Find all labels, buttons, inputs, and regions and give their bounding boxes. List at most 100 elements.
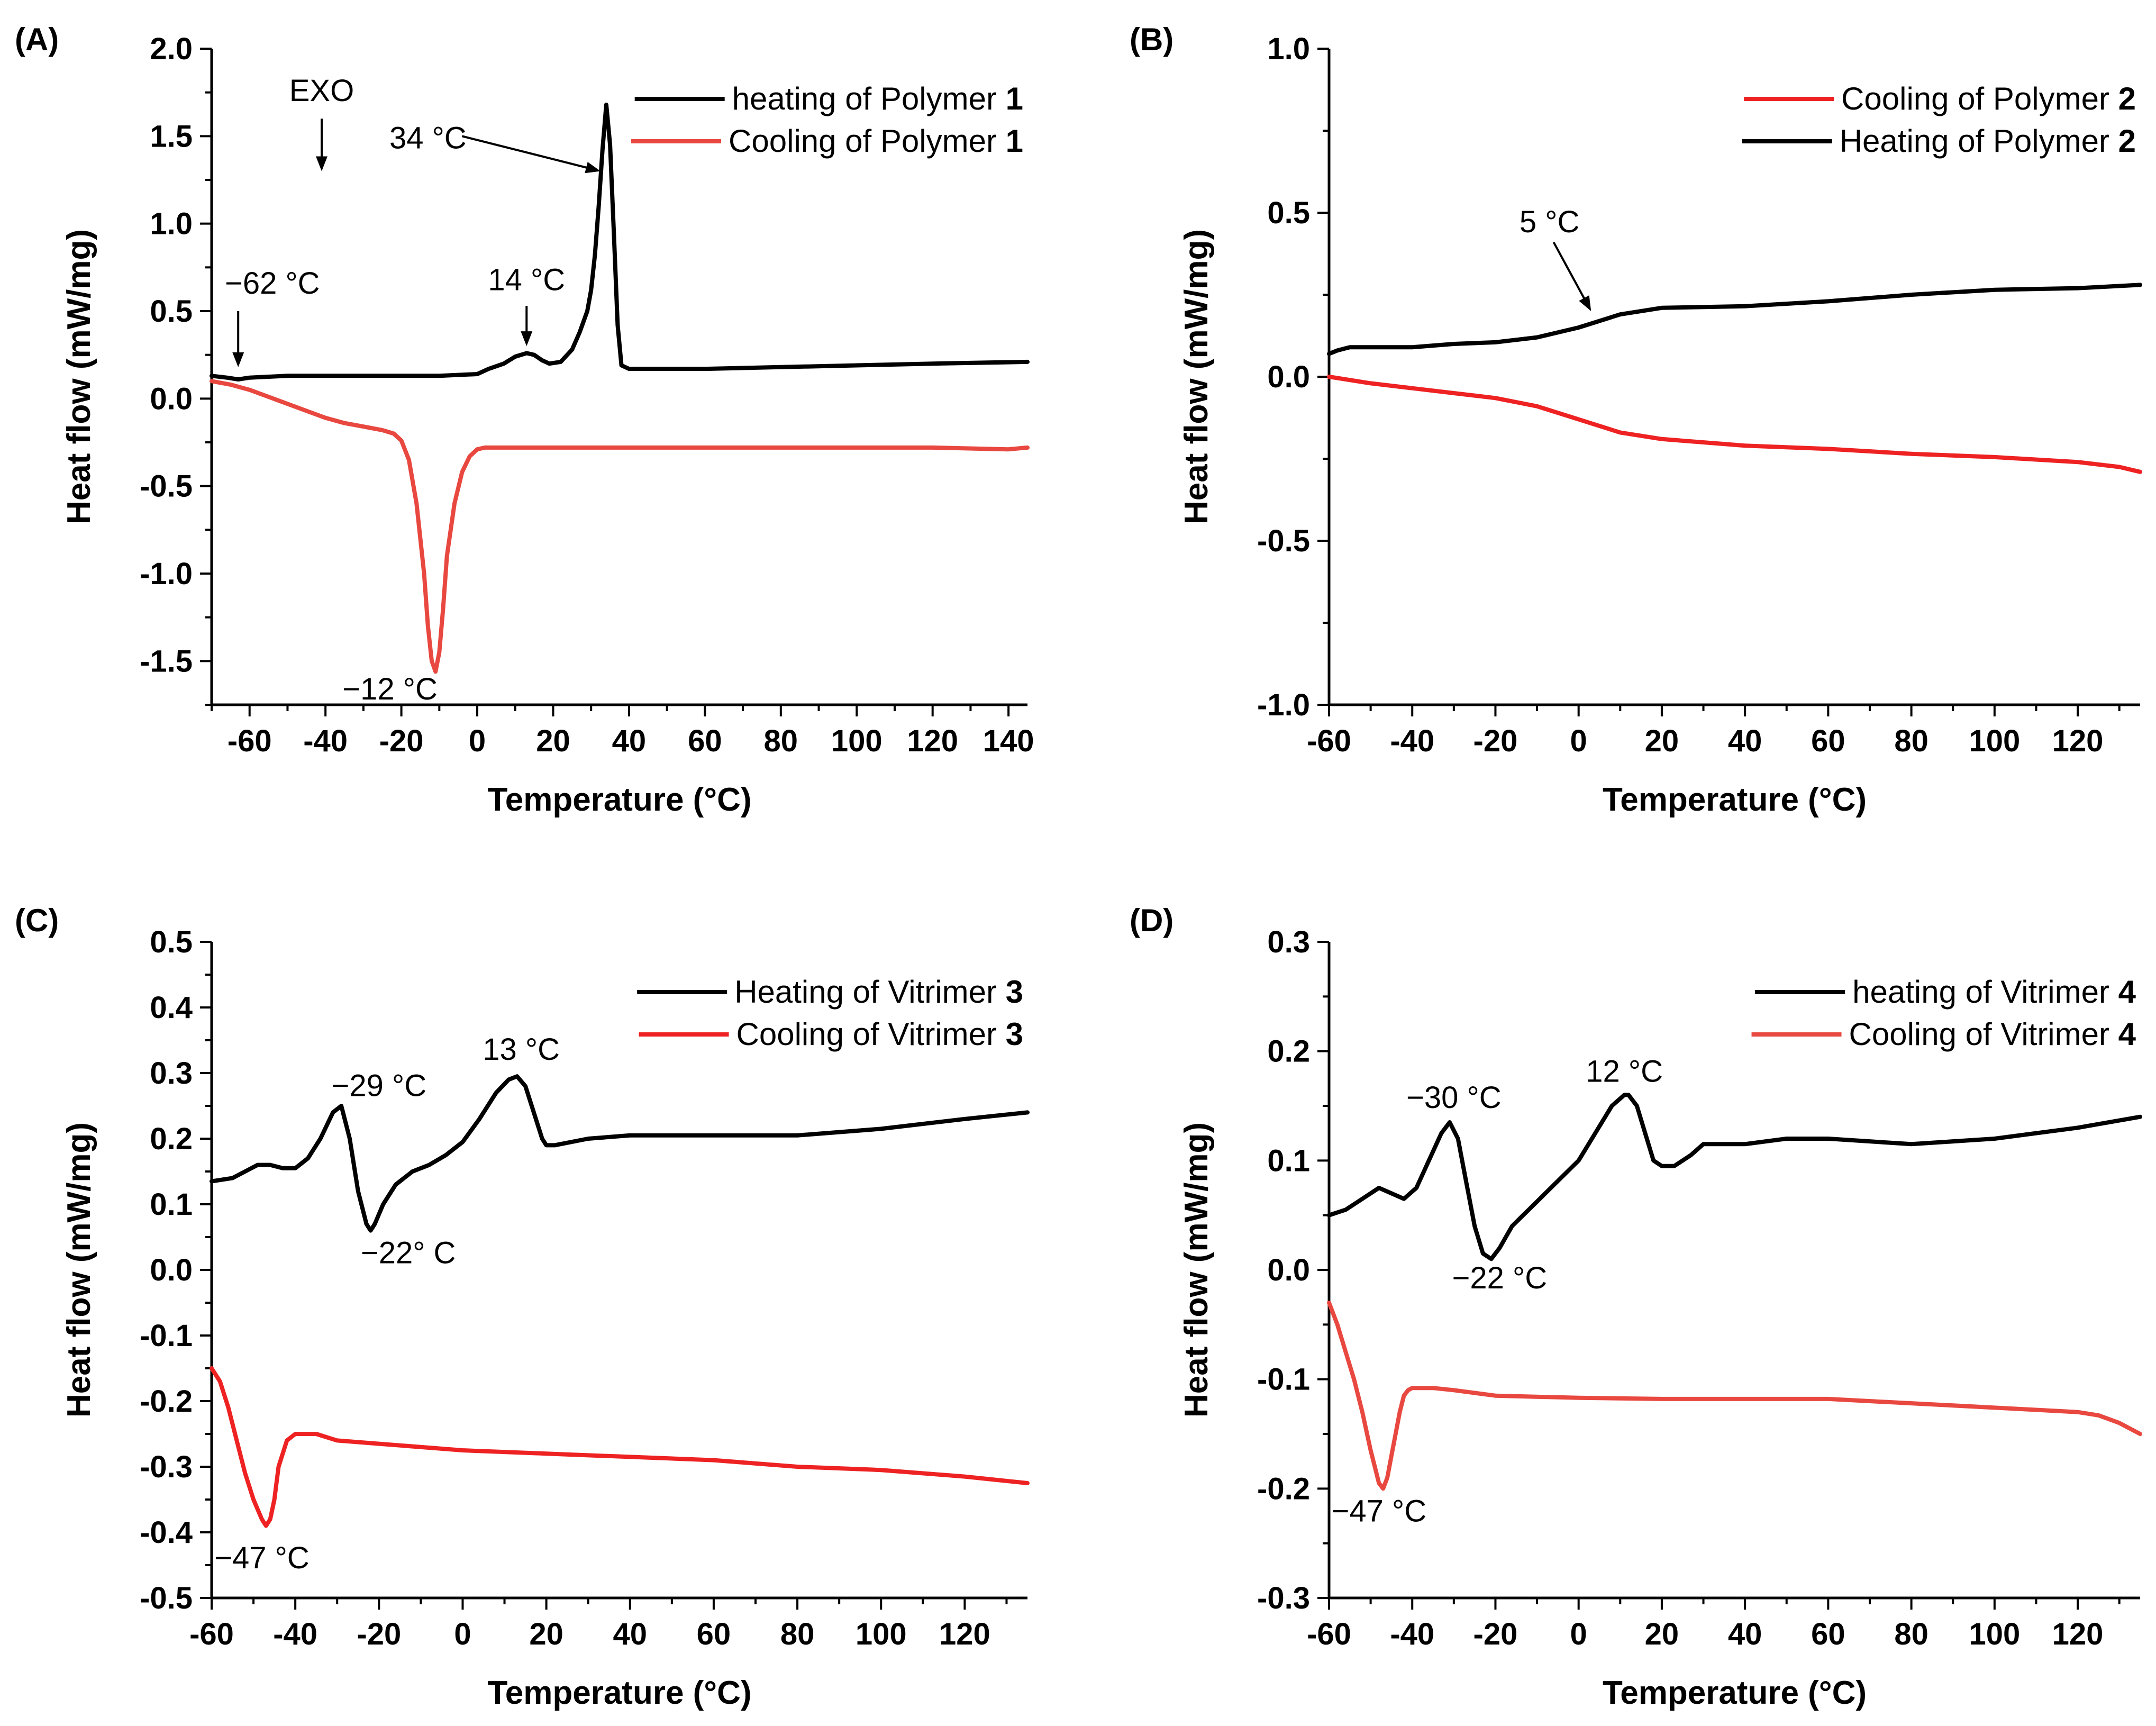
x-tick-label: 100 [831,724,883,758]
x-tick-label: -20 [1473,724,1518,758]
annotation-label: −47 °C [214,1541,310,1575]
legend: Heating of Vitrimer 3 Cooling of Vitrimer… [637,974,1023,1052]
y-tick-label: -0.5 [140,1581,193,1615]
annotation-label: −22 °C [1452,1261,1548,1295]
legend-label: heating of Polymer 1 [732,81,1023,116]
series-line-1 [210,102,1030,381]
x-tick-label: 40 [612,724,647,758]
x-axis-title: Temperature (°C) [1603,1675,1867,1711]
annotation-arrowhead [521,331,533,347]
y-tick-label: 1.5 [150,119,193,153]
x-tick-label: 20 [529,1617,563,1651]
x-tick-label: -60 [1307,1617,1351,1651]
y-tick-label: 0.0 [1267,360,1310,394]
x-tick-label: 60 [1811,1617,1845,1651]
x-tick-label: 20 [536,724,570,758]
y-tick-label: 0.5 [150,925,193,959]
chart-panel-c: (C) -60 -40 -20 0 20 40 60 80 100 120 -0.5 -0.4 -0.3 -… [15,903,1030,1711]
legend-label: Cooling of Polymer 1 [729,123,1023,159]
legend: heating of Polymer 1 Cooling of Polymer 1 [631,81,1023,159]
annotation-arrow [1552,241,1587,303]
annotation-label: 5 °C [1520,205,1579,239]
annotation-arrowhead [315,156,328,171]
y-tick-label: -1.0 [140,557,193,591]
annotation-arrowhead [232,352,244,367]
x-tick-label: 20 [1645,724,1679,758]
x-tick-label: 140 [983,724,1034,758]
y-tick-label: 0.0 [150,381,193,416]
x-tick-label: 100 [856,1617,907,1651]
y-axis-title: Heat flow (mW/mg) [61,229,97,524]
x-axis-title: Temperature (°C) [487,1675,751,1711]
y-tick-label: -0.2 [1257,1471,1310,1506]
x-axis-title: Temperature (°C) [1603,782,1867,818]
x-tick-label: -60 [228,724,272,758]
x-axis-title: Temperature (°C) [487,782,751,818]
panel-label: (D) [1130,903,1173,938]
series-line-2 [1327,1301,2142,1491]
x-tick-label: 100 [1969,724,2020,758]
legend-label: Heating of Polymer 2 [1840,123,2136,159]
x-tick-label: 0 [1570,724,1587,758]
x-tick-label: 40 [613,1617,648,1651]
annotation-label: 14 °C [488,262,565,297]
y-tick-label: 0.3 [150,1056,193,1091]
annotation-label: −12 °C [342,672,438,706]
annotation-arrow [461,135,591,170]
y-tick-label: 0.1 [1267,1143,1310,1178]
y-tick-label: 0.4 [150,991,193,1025]
annotation-label: −22° C [361,1236,456,1270]
annotation-label: 12 °C [1586,1055,1663,1089]
x-tick-label: 80 [1894,1617,1928,1651]
y-tick-label: 0.5 [1267,196,1310,230]
y-tick-label: -1.5 [140,644,193,678]
annotation-label: −47 °C [1332,1494,1427,1528]
legend-label: Cooling of Polymer 2 [1841,81,2136,116]
annotation-arrowhead [1579,295,1591,311]
series-line-2 [1327,283,2142,356]
y-tick-label: 0.3 [1267,925,1310,959]
x-tick-label: -40 [273,1617,317,1651]
series-line-2 [210,379,1030,674]
x-tick-label: 0 [469,724,486,758]
y-tick-label: 1.0 [150,207,193,241]
x-tick-label: 60 [697,1617,731,1651]
y-tick-label: -0.3 [1257,1581,1310,1615]
x-tick-label: 100 [1969,1617,2020,1651]
annotation-label: −30 °C [1406,1080,1502,1115]
x-tick-label: -60 [189,1617,234,1651]
legend-label: Heating of Vitrimer 3 [734,974,1023,1010]
y-tick-label: 0.2 [1267,1034,1310,1069]
y-axis-title: Heat flow (mW/mg) [1178,229,1215,524]
annotation-label: 13 °C [483,1032,560,1067]
legend-label: heating of Vitrimer 4 [1852,974,2136,1010]
x-tick-label: 40 [1728,724,1762,758]
x-tick-label: -40 [1390,1617,1434,1651]
y-tick-label: 2.0 [150,32,193,66]
x-tick-label: 60 [1811,724,1845,758]
x-tick-label: -40 [303,724,348,758]
x-tick-label: 40 [1728,1617,1762,1651]
y-tick-label: -0.1 [1257,1362,1310,1397]
annotation-label: −62 °C [225,266,320,301]
legend: heating of Vitrimer 4 Cooling of Vitrimer… [1751,974,2136,1052]
series-line-1 [1327,1093,2142,1261]
panel-label: (B) [1130,22,1173,57]
y-tick-label: 0.0 [150,1253,193,1287]
y-tick-label: -0.3 [140,1450,193,1484]
x-tick-label: 120 [939,1617,990,1651]
x-tick-label: 80 [764,724,798,758]
y-axis-title: Heat flow (mW/mg) [61,1122,97,1418]
x-tick-label: 80 [1894,724,1928,758]
y-tick-label: -0.5 [1257,524,1310,558]
annotation-label: EXO [289,74,354,108]
panel-label: (C) [15,903,59,938]
x-tick-label: 20 [1645,1617,1679,1651]
x-tick-label: -20 [357,1617,401,1651]
legend-label: Cooling of Vitrimer 4 [1849,1016,2136,1052]
legend: Cooling of Polymer 2 Heating of Polymer 2 [1742,81,2136,159]
legend-label: Cooling of Vitrimer 3 [736,1016,1023,1052]
x-tick-label: 80 [780,1617,815,1651]
y-tick-label: -0.4 [140,1515,193,1550]
